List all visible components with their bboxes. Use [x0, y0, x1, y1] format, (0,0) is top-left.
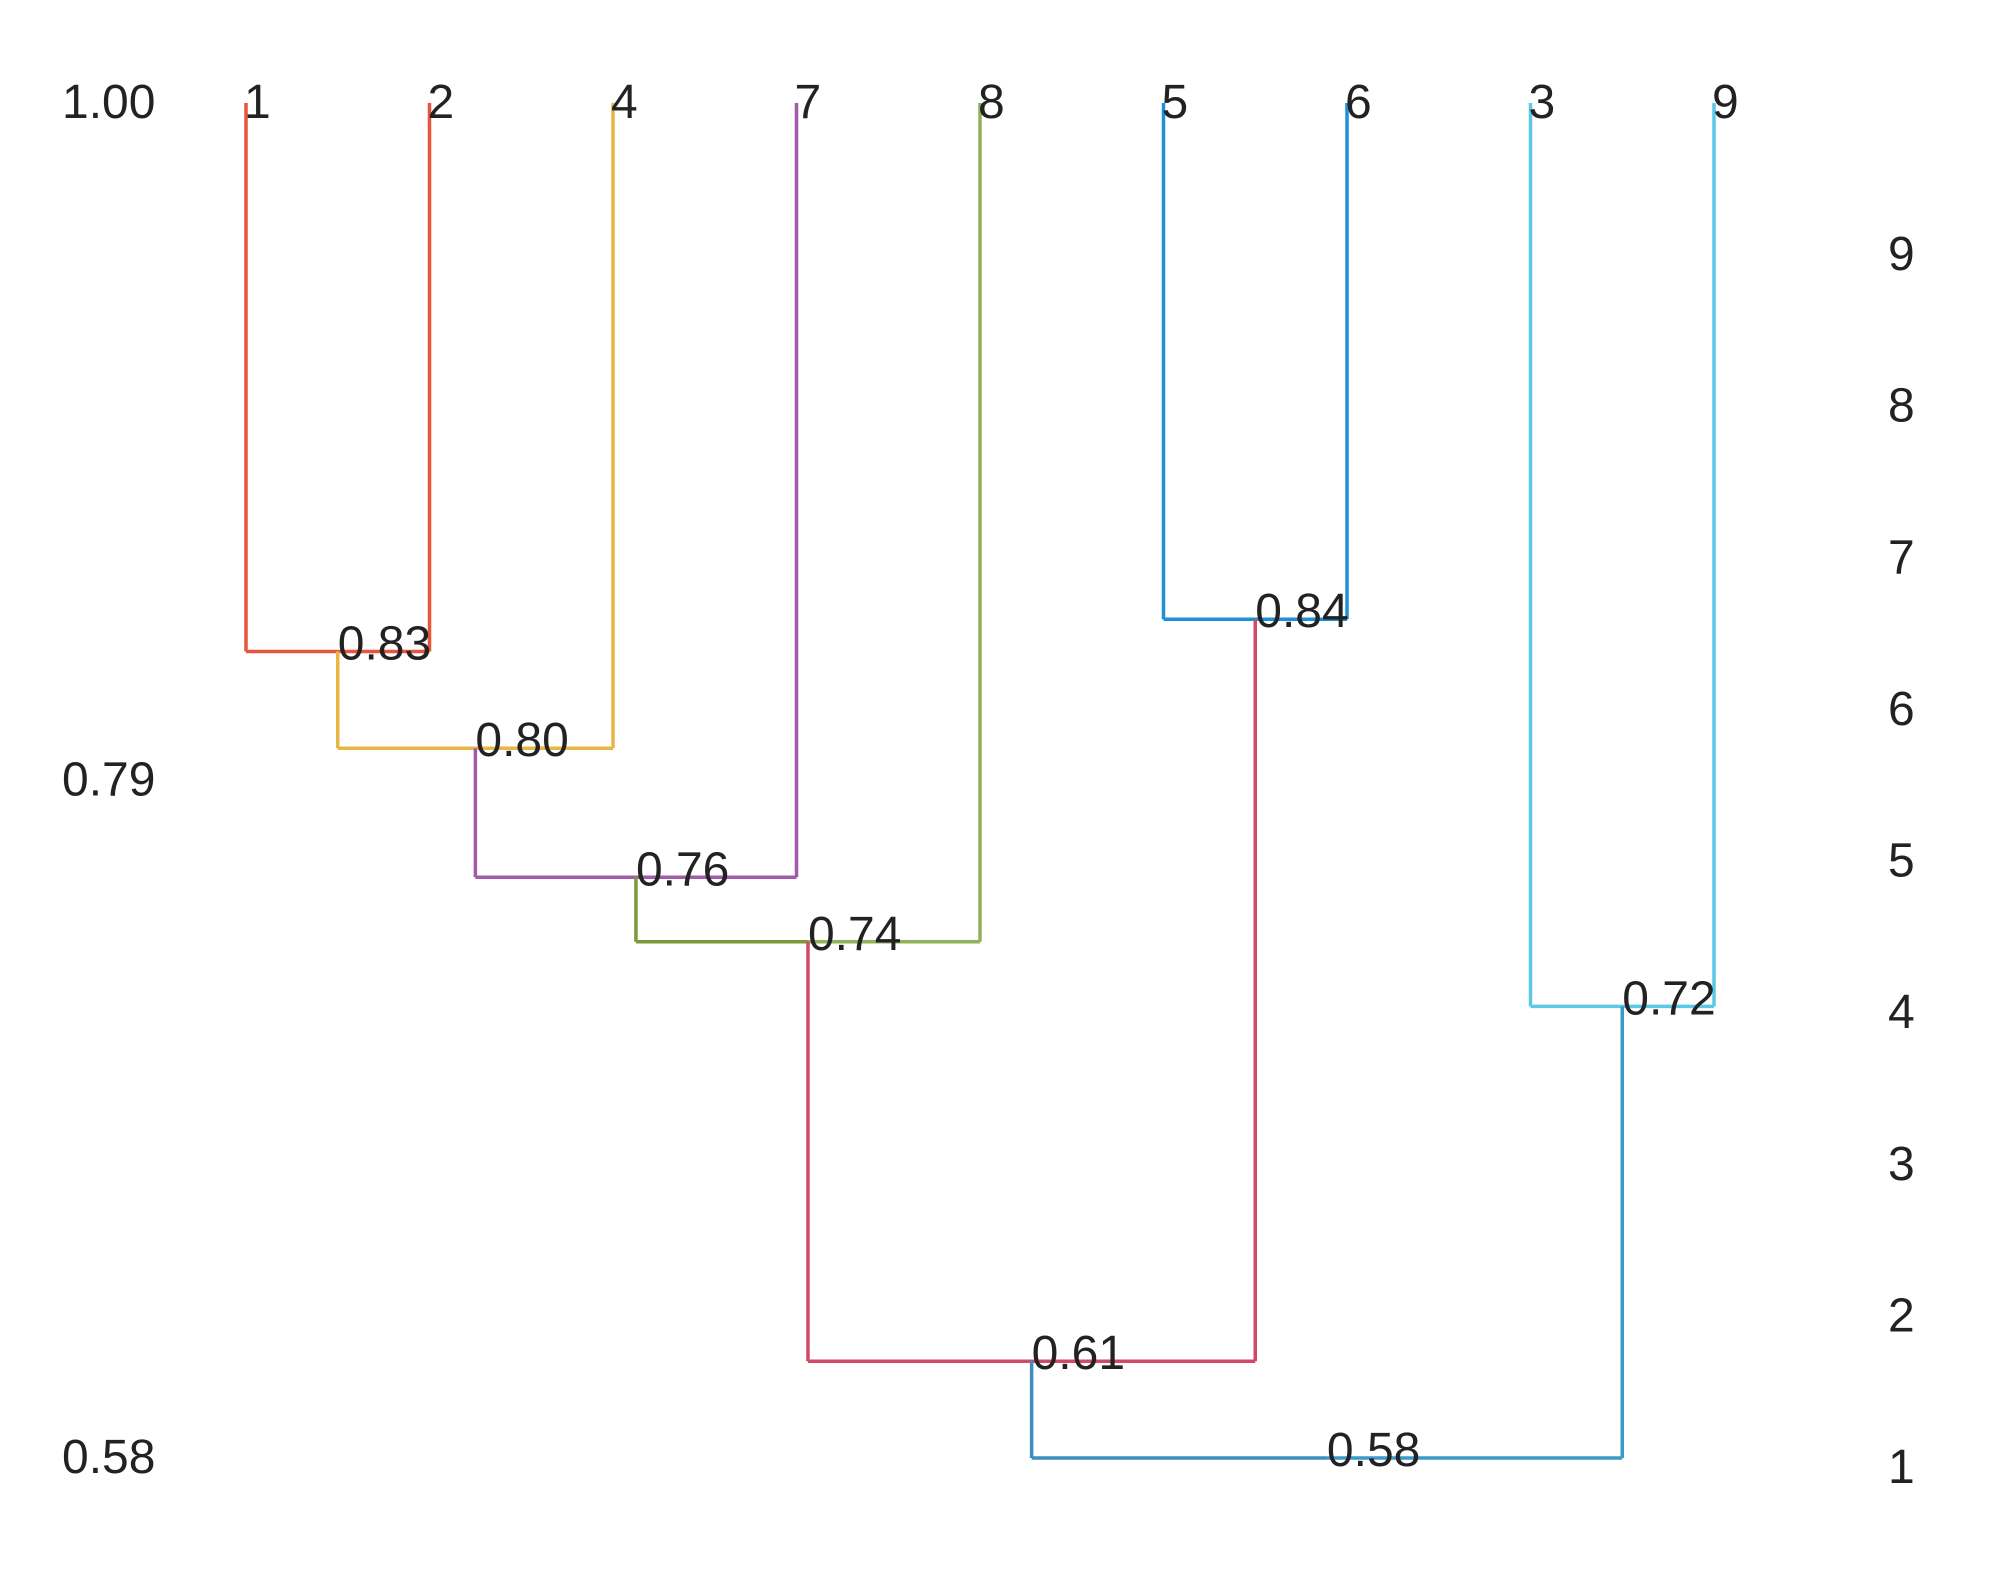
- merge-label-m3: 0.76: [636, 843, 729, 896]
- merge-label-m1: 0.83: [338, 617, 431, 670]
- merge-labels: 0.83 0.80 0.76 0.74 0.84 0.61 0.72 0.58: [338, 585, 1716, 1477]
- merge-label-m5: 0.84: [1255, 585, 1348, 638]
- dendrogram-branches: [244, 103, 1716, 1460]
- rank-axis: 9 8 7 6 5 4 3 2 1: [1888, 228, 1915, 1494]
- similarity-tick: 1.00: [62, 76, 155, 129]
- leaf-label-1: 1: [244, 76, 271, 129]
- merge-label-m8: 0.58: [1327, 1424, 1420, 1477]
- rank-label: 9: [1888, 228, 1915, 281]
- merge-label-m6: 0.61: [1032, 1327, 1125, 1380]
- leaf-label-4: 4: [611, 76, 638, 129]
- leaf-label-5: 5: [1162, 76, 1189, 129]
- leaf-labels: 1 2 4 7 8 5 6 3 9: [244, 76, 1739, 129]
- rank-label: 3: [1888, 1138, 1915, 1191]
- rank-label: 6: [1888, 683, 1915, 736]
- similarity-tick: 0.58: [62, 1431, 155, 1484]
- merge-label-m7: 0.72: [1622, 972, 1715, 1025]
- leaf-label-3: 3: [1529, 76, 1556, 129]
- leaf-label-8: 8: [978, 76, 1005, 129]
- leaf-label-9: 9: [1712, 76, 1739, 129]
- similarity-axis: 1.00 0.79 0.58: [62, 76, 155, 1484]
- rank-label: 5: [1888, 835, 1915, 888]
- rank-label: 1: [1888, 1441, 1915, 1494]
- rank-label: 8: [1888, 380, 1915, 433]
- rank-label: 4: [1888, 986, 1915, 1039]
- rank-label: 7: [1888, 531, 1915, 584]
- similarity-tick: 0.79: [62, 754, 155, 807]
- leaf-label-7: 7: [795, 76, 822, 129]
- rank-label: 2: [1888, 1289, 1915, 1342]
- merge-label-m4: 0.74: [808, 908, 901, 961]
- leaf-label-6: 6: [1345, 76, 1372, 129]
- merge-label-m2: 0.80: [475, 714, 568, 767]
- leaf-label-2: 2: [428, 76, 455, 129]
